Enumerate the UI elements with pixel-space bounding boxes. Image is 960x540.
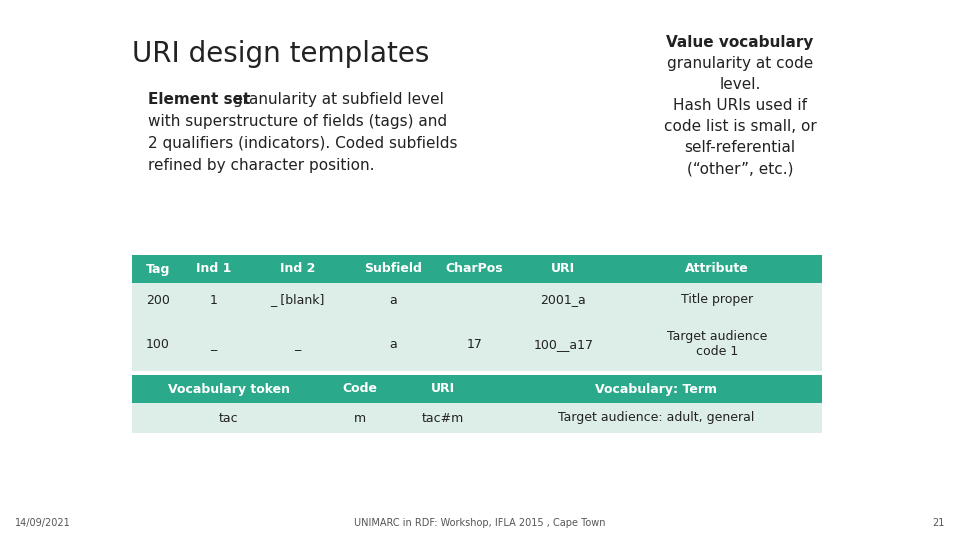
- Text: tac#m: tac#m: [421, 411, 464, 424]
- Text: Title proper: Title proper: [681, 294, 754, 307]
- Text: Hash URIs used if: Hash URIs used if: [673, 98, 807, 113]
- Bar: [325, 403, 395, 433]
- Bar: [132, 283, 183, 317]
- Bar: [491, 403, 822, 433]
- Bar: [132, 403, 325, 433]
- Bar: [515, 283, 612, 317]
- Text: Target audience
code 1: Target audience code 1: [667, 330, 767, 358]
- Bar: [244, 283, 351, 317]
- Bar: [132, 255, 183, 283]
- Text: Vocabulary: Term: Vocabulary: Term: [595, 382, 717, 395]
- Text: a: a: [389, 294, 396, 307]
- Text: 17: 17: [467, 338, 483, 350]
- Text: Code: Code: [342, 382, 377, 395]
- Text: refined by character position.: refined by character position.: [148, 158, 374, 173]
- Bar: [395, 403, 491, 433]
- Text: self-referential: self-referential: [684, 140, 796, 155]
- Text: 100__a17: 100__a17: [533, 338, 593, 350]
- Text: a: a: [389, 338, 396, 350]
- Bar: [515, 317, 612, 372]
- Text: CharPos: CharPos: [445, 262, 503, 275]
- Text: URI: URI: [551, 262, 575, 275]
- Text: tac: tac: [219, 411, 238, 424]
- Text: _ [blank]: _ [blank]: [271, 294, 324, 307]
- Bar: [612, 317, 822, 372]
- Bar: [132, 317, 183, 372]
- Text: 14/09/2021: 14/09/2021: [15, 518, 71, 528]
- Bar: [435, 283, 515, 317]
- Bar: [435, 255, 515, 283]
- Bar: [612, 255, 822, 283]
- Text: Target audience: adult, general: Target audience: adult, general: [558, 411, 755, 424]
- Text: granularity at subfield level: granularity at subfield level: [228, 92, 444, 107]
- Bar: [183, 317, 244, 372]
- Text: 100: 100: [146, 338, 170, 350]
- Bar: [244, 317, 351, 372]
- Text: Tag: Tag: [146, 262, 170, 275]
- Text: Subfield: Subfield: [364, 262, 422, 275]
- Bar: [325, 375, 395, 403]
- Text: _: _: [210, 338, 217, 350]
- Bar: [244, 255, 351, 283]
- Bar: [435, 317, 515, 372]
- Text: 2 qualifiers (indicators). Coded subfields: 2 qualifiers (indicators). Coded subfiel…: [148, 136, 458, 151]
- Text: Vocabulary token: Vocabulary token: [168, 382, 290, 395]
- Text: _: _: [295, 338, 300, 350]
- Bar: [351, 317, 435, 372]
- Text: 2001_a: 2001_a: [540, 294, 587, 307]
- Text: 200: 200: [146, 294, 170, 307]
- Text: Value vocabulary: Value vocabulary: [666, 35, 814, 50]
- Bar: [183, 255, 244, 283]
- Bar: [395, 375, 491, 403]
- Text: Ind 2: Ind 2: [279, 262, 315, 275]
- Bar: [351, 283, 435, 317]
- Text: Element set: Element set: [148, 92, 251, 107]
- Text: level.: level.: [719, 77, 760, 92]
- Bar: [612, 283, 822, 317]
- Text: URI design templates: URI design templates: [132, 40, 429, 68]
- Bar: [183, 283, 244, 317]
- Bar: [491, 375, 822, 403]
- Text: UNIMARC in RDF: Workshop, IFLA 2015 , Cape Town: UNIMARC in RDF: Workshop, IFLA 2015 , Ca…: [354, 518, 606, 528]
- Text: (“other”, etc.): (“other”, etc.): [686, 161, 793, 176]
- Text: granularity at code: granularity at code: [667, 56, 813, 71]
- Text: Ind 1: Ind 1: [196, 262, 231, 275]
- Bar: [351, 255, 435, 283]
- Text: 1: 1: [209, 294, 218, 307]
- Bar: [132, 375, 325, 403]
- Text: URI: URI: [430, 382, 455, 395]
- Text: code list is small, or: code list is small, or: [663, 119, 816, 134]
- Text: 21: 21: [932, 518, 945, 528]
- Text: with superstructure of fields (tags) and: with superstructure of fields (tags) and: [148, 114, 447, 129]
- Bar: [515, 255, 612, 283]
- Text: Attribute: Attribute: [685, 262, 749, 275]
- Text: m: m: [353, 411, 366, 424]
